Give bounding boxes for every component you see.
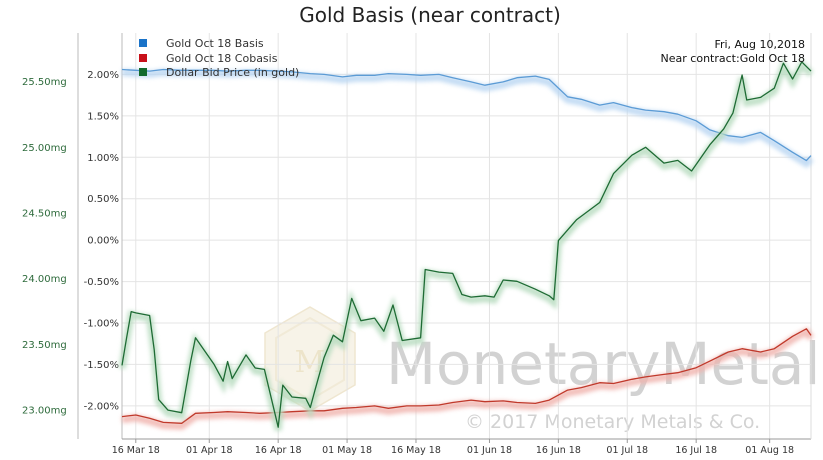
axes [77, 33, 812, 443]
y-tick-mg-1: 25.00mg [22, 143, 67, 154]
x-tick-7: 01 Jul 18 [606, 445, 648, 456]
series-glow-basis [121, 68, 814, 169]
y-tick-percent-5: -0.50% [84, 277, 119, 288]
x-tick-2: 16 Apr 18 [255, 445, 302, 456]
y-tick-percent-8: -2.00% [84, 401, 119, 412]
legend-label-cobasis: Gold Oct 18 Cobasis [166, 52, 278, 65]
info-near-contract: Near contract:Gold Oct 18 [661, 52, 805, 65]
y-tick-percent-3: 0.50% [87, 194, 119, 205]
legend-swatch-cobasis [139, 54, 147, 62]
y-tick-mg-2: 24.50mg [22, 209, 67, 220]
legend-label-basis: Gold Oct 18 Basis [166, 37, 264, 50]
x-tick-3: 01 May 18 [322, 445, 372, 456]
x-tick-9: 01 Aug 18 [745, 445, 794, 456]
legend-swatch-basis [139, 39, 147, 47]
y-tick-percent-4: 0.00% [87, 236, 119, 247]
y-tick-mg-4: 23.50mg [22, 340, 67, 351]
series-glow-cobasis [121, 327, 814, 430]
x-tick-8: 16 Jul 18 [675, 445, 717, 456]
legend-swatch-dollar-bid [139, 68, 147, 76]
series-line-basis [121, 68, 812, 162]
legend-label-dollar-bid: Dollar Bid Price (in gold) [166, 66, 299, 79]
y-tick-percent-0: 2.00% [87, 70, 119, 81]
watermark-copyright: © 2017 Monetary Metals & Co. [465, 411, 760, 433]
y-tick-percent-7: -1.50% [84, 360, 119, 371]
x-tick-0: 16 Mar 18 [112, 445, 160, 456]
tick-labels: 2.00% 1.50% 1.00% 0.50% 0.00% -0.50% -1.00% -1.… [22, 70, 794, 456]
y-tick-percent-2: 1.00% [87, 153, 119, 164]
y-tick-mg-3: 24.00mg [22, 274, 67, 285]
x-tick-1: 01 Apr 18 [186, 445, 233, 456]
y-tick-mg-0: 25.50mg [22, 77, 67, 88]
legend: Gold Oct 18 Basis Gold Oct 18 Cobasis Do… [139, 37, 299, 79]
x-tick-5: 01 Jun 18 [467, 445, 512, 456]
y-tick-percent-1: 1.50% [87, 111, 119, 122]
info-date: Fri, Aug 10,2018 [714, 38, 805, 51]
grid [122, 33, 811, 439]
series-glow-dollar-bid [118, 57, 814, 432]
series-line-cobasis [121, 328, 812, 424]
chart-title: Gold Basis (near contract) [299, 3, 561, 27]
x-tick-6: 16 Jun 18 [536, 445, 581, 456]
x-tick-4: 16 May 18 [391, 445, 441, 456]
y-tick-percent-6: -1.00% [84, 319, 119, 330]
y-tick-mg-5: 23.00mg [22, 406, 67, 417]
series-line-dollar-bid [121, 61, 812, 428]
series-lines [118, 57, 814, 432]
